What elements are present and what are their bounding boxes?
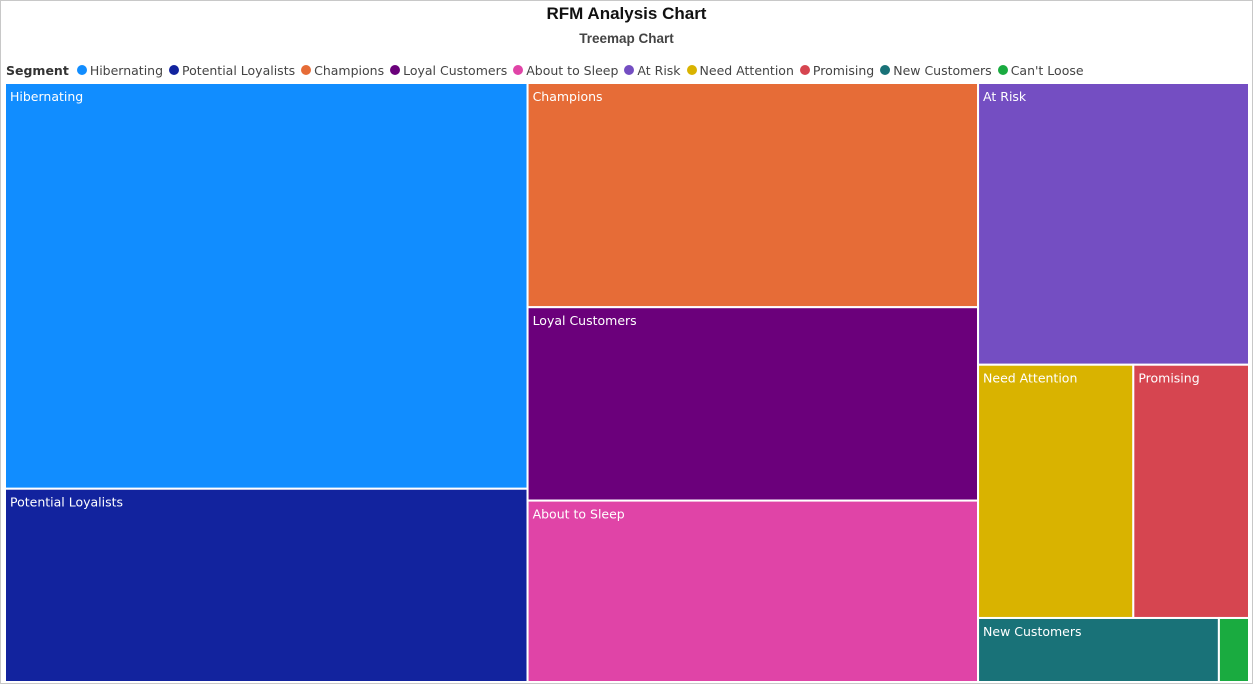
treemap-tile-label: Potential Loyalists [10, 495, 123, 510]
legend-label: About to Sleep [526, 62, 619, 78]
legend-item[interactable]: Champions [301, 63, 384, 78]
treemap-tile-label: Promising [1138, 371, 1199, 386]
treemap-tile-label: Hibernating [10, 89, 83, 104]
legend-dot-icon [390, 65, 401, 75]
treemap-tile-rect[interactable] [1217, 616, 1251, 684]
legend-dot-icon [169, 65, 180, 75]
treemap-tile[interactable]: At Risk [977, 82, 1251, 366]
legend-dot-icon [513, 65, 524, 75]
legend-label: Champions [314, 62, 385, 78]
legend-title: Segment [6, 62, 69, 78]
legend-label: Can't Loose [1010, 62, 1084, 78]
treemap-tile[interactable]: Champions [526, 82, 980, 309]
legend-label: At Risk [637, 62, 681, 78]
legend-item[interactable]: About to Sleep [513, 63, 618, 78]
legend-item[interactable]: Loyal Customers [390, 63, 507, 78]
treemap-tile[interactable]: New Customers [977, 616, 1220, 684]
legend: Segment Hibernating Potential Loyalists Ch… [6, 61, 1090, 79]
legend-label: Promising [812, 62, 875, 78]
treemap-tile[interactable]: Promising [1132, 363, 1250, 619]
legend-item[interactable]: Can't Loose [997, 62, 1084, 78]
legend-item[interactable]: At Risk [624, 62, 681, 78]
treemap-tile-rect[interactable] [977, 363, 1135, 619]
legend-label: Hibernating [89, 62, 164, 78]
legend-item[interactable]: Need Attention [686, 62, 794, 78]
treemap-tile-label: New Customers [983, 624, 1081, 639]
legend-label: New Customers [893, 62, 992, 78]
treemap-tile[interactable]: Loyal Customers [526, 306, 980, 502]
legend-item[interactable]: Potential Loyalists [169, 63, 295, 78]
legend-item[interactable]: Hibernating [76, 62, 164, 78]
treemap-tile[interactable]: Potential Loyalists [4, 487, 529, 683]
treemap-tile[interactable]: About to Sleep [526, 499, 980, 683]
treemap-tile-label: Champions [533, 89, 603, 104]
treemap-tile-rect[interactable] [977, 616, 1220, 684]
chart-title: RFM Analysis Chart [546, 4, 707, 23]
legend-dot-icon [686, 65, 697, 75]
legend-items: Hibernating Potential Loyalists Champions L… [76, 62, 1090, 78]
treemap-tile-label: At Risk [983, 89, 1027, 104]
legend-label: Loyal Customers [403, 62, 508, 78]
legend-dot-icon [624, 65, 635, 75]
treemap-tile[interactable]: Hibernating [4, 82, 529, 490]
treemap-tile-label: About to Sleep [533, 507, 625, 522]
treemap-tile-rect[interactable] [4, 82, 529, 490]
treemap-tile[interactable]: Need Attention [977, 363, 1135, 619]
treemap-tile[interactable] [1217, 616, 1251, 684]
treemap-tile-rect[interactable] [526, 306, 980, 502]
treemap-tile-rect[interactable] [526, 499, 980, 683]
treemap-tile-label: Need Attention [983, 371, 1077, 386]
legend-item[interactable]: Promising [799, 62, 875, 78]
treemap-tile-rect[interactable] [4, 487, 529, 683]
legend-dot-icon [997, 65, 1008, 75]
legend-dot-icon [880, 65, 891, 75]
legend-item[interactable]: New Customers [880, 62, 992, 78]
treemap-tile-rect[interactable] [526, 82, 980, 309]
treemap-tile-rect[interactable] [1132, 363, 1250, 619]
treemap-tile-label: Loyal Customers [533, 313, 637, 328]
legend-dot-icon [301, 65, 312, 75]
chart-subtitle: Treemap Chart [579, 31, 674, 46]
treemap-tile-rect[interactable] [977, 82, 1251, 366]
legend-label: Need Attention [699, 62, 794, 78]
legend-label: Potential Loyalists [182, 62, 296, 78]
legend-dot-icon [799, 65, 810, 75]
legend-dot-icon [76, 65, 87, 75]
